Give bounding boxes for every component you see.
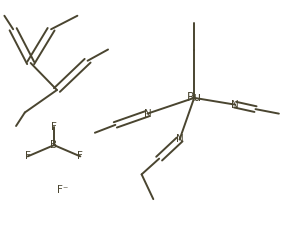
- Text: F⁻: F⁻: [57, 185, 68, 195]
- Text: F: F: [25, 151, 31, 161]
- Text: N: N: [231, 100, 239, 110]
- Text: Ru: Ru: [187, 91, 202, 104]
- Text: F: F: [51, 122, 57, 132]
- Text: B: B: [51, 140, 58, 150]
- Text: N: N: [144, 109, 151, 119]
- Text: F: F: [77, 151, 83, 161]
- Text: N: N: [176, 135, 183, 144]
